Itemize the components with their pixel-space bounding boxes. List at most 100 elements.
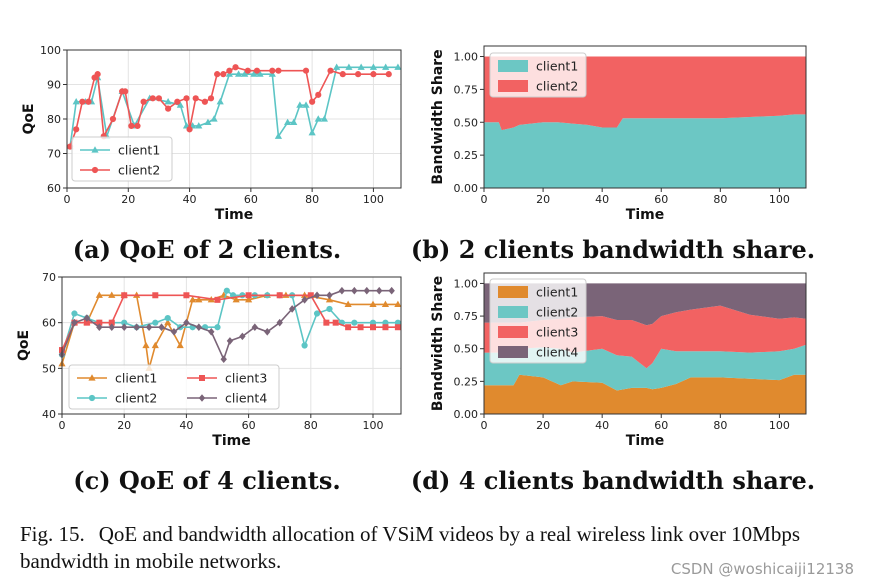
x-axis-label: Time: [626, 207, 664, 223]
y-tick-label: 0.75: [454, 310, 479, 323]
data-point: [323, 319, 330, 326]
legend-label: client2: [536, 79, 578, 94]
legend-label: client1: [536, 59, 578, 74]
x-tick-label: 40: [595, 419, 609, 432]
legend-swatch: [498, 80, 528, 92]
data-point: [351, 319, 358, 326]
data-point: [108, 291, 116, 298]
data-point: [245, 292, 252, 299]
x-tick-label: 60: [654, 419, 668, 432]
legend: client1 client2: [489, 52, 587, 98]
data-point: [83, 314, 91, 322]
y-tick-label: 60: [47, 182, 61, 195]
x-tick-label: 100: [363, 419, 384, 432]
data-point: [164, 315, 171, 322]
data-point: [183, 318, 190, 327]
data-point: [244, 67, 251, 74]
data-point: [251, 323, 259, 332]
data-point: [164, 318, 172, 326]
x-tick-label: 80: [305, 193, 319, 206]
data-point: [95, 291, 103, 298]
data-point: [226, 67, 233, 74]
subcaption-c: (c) QoE of 4 clients.: [73, 466, 341, 495]
legend-marker: [198, 394, 206, 402]
y-tick-label: 0.75: [454, 83, 479, 96]
x-axis-label: Time: [212, 433, 250, 449]
data-point: [264, 328, 271, 336]
y-tick-label: 1.00: [454, 277, 479, 290]
y-tick-label: 50: [42, 362, 56, 375]
x-tick-label: 0: [481, 419, 488, 432]
data-point: [284, 118, 292, 126]
data-point: [220, 71, 227, 78]
data-point: [296, 101, 304, 108]
data-point: [96, 319, 103, 326]
data-point: [351, 286, 358, 295]
data-point: [207, 95, 215, 102]
plot-frame: [61, 276, 402, 415]
data-point: [326, 305, 333, 313]
y-tick-label: 0.00: [454, 182, 479, 195]
data-point: [145, 323, 153, 332]
y-tick-label: 0.50: [454, 343, 479, 356]
data-point: [357, 324, 364, 331]
legend-label: client2: [536, 305, 578, 320]
data-point: [140, 98, 147, 105]
y-tick-label: 70: [47, 148, 61, 161]
data-point: [369, 63, 378, 70]
chart-d: 0 20 40 60 80 100 0.00 0.25 0.50 0.75 1.00 Time Band…: [411, 272, 815, 495]
data-point: [355, 71, 362, 78]
data-point: [176, 101, 184, 108]
watermark: CSDN @woshicaiji12138: [670, 560, 854, 578]
data-point: [338, 286, 346, 295]
data-point: [382, 324, 389, 331]
x-tick-label: 20: [121, 193, 135, 206]
data-point: [83, 319, 90, 326]
x-tick-label: 100: [769, 419, 790, 432]
data-point: [302, 67, 310, 74]
legend-swatch: [498, 306, 528, 318]
data-point: [325, 296, 334, 303]
data-point: [122, 88, 129, 95]
data-point: [214, 324, 221, 331]
legend: client1 client2 client3 client4: [68, 364, 280, 410]
data-point: [345, 324, 352, 331]
data-point: [121, 292, 128, 299]
data-point: [158, 323, 165, 332]
data-point: [232, 64, 239, 71]
data-point: [73, 126, 80, 133]
legend-label: client3: [536, 325, 578, 340]
legend-marker: [199, 375, 205, 381]
data-point: [208, 328, 215, 336]
data-point: [363, 286, 370, 295]
area-client1: [484, 374, 806, 414]
data-point: [186, 126, 193, 133]
data-point: [216, 97, 224, 105]
data-point: [195, 296, 203, 303]
data-point: [96, 323, 103, 332]
x-tick-label: 80: [713, 419, 727, 432]
x-tick-label: 80: [713, 193, 727, 206]
x-tick-label: 0: [64, 193, 71, 206]
legend-box: [68, 364, 280, 410]
data-point: [152, 319, 159, 326]
y-tick-label: 0.25: [454, 375, 479, 388]
data-point: [339, 71, 346, 78]
data-point: [307, 292, 314, 299]
data-point: [241, 70, 249, 77]
x-tick-label: 20: [117, 419, 131, 432]
data-point: [220, 355, 227, 363]
data-point: [256, 70, 264, 77]
x-tick-label: 100: [769, 193, 790, 206]
data-point: [376, 286, 383, 295]
data-point: [176, 341, 184, 349]
data-point: [301, 342, 308, 349]
x-tick-label: 20: [536, 419, 550, 432]
data-point: [394, 319, 401, 326]
legend-label: client1: [118, 143, 160, 158]
data-point: [189, 296, 197, 303]
data-point: [275, 67, 282, 74]
legend: client1 client2 client3 client4: [489, 278, 587, 364]
data-point: [239, 332, 246, 341]
